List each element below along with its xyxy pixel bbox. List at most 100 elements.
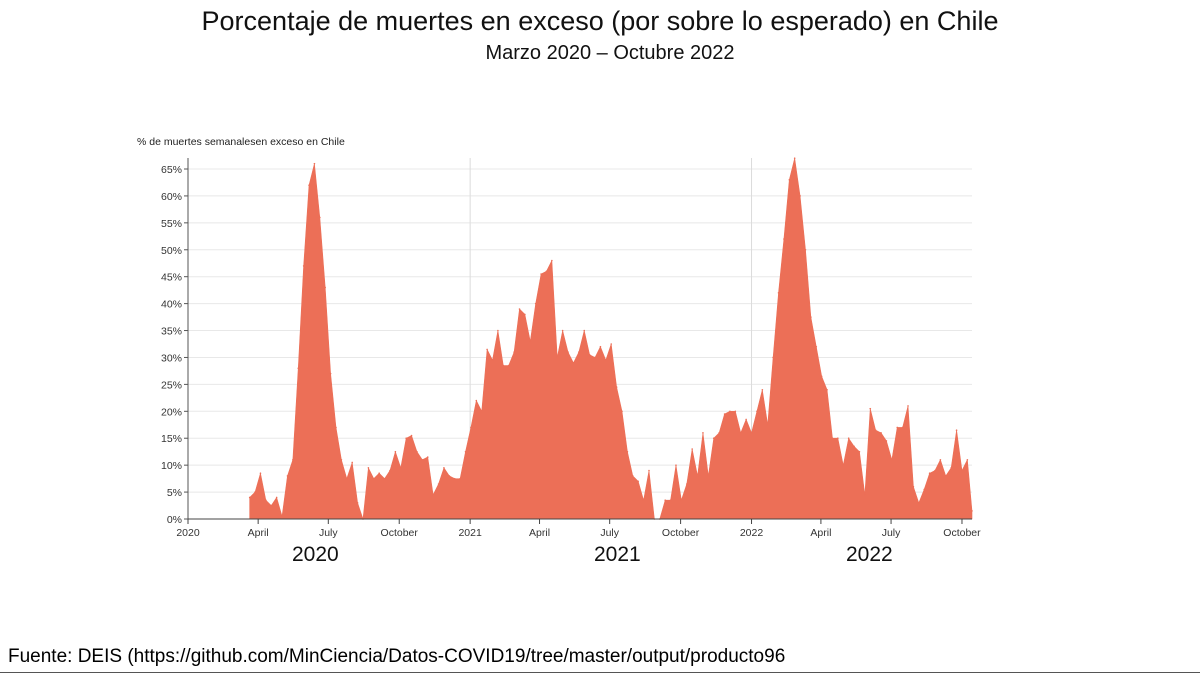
data-point (459, 477, 461, 480)
data-point (356, 502, 359, 504)
data-point (637, 480, 639, 483)
data-point (248, 496, 251, 499)
data-point (416, 450, 418, 453)
data-point (966, 458, 969, 461)
x-tick-label: 2022 (740, 527, 764, 539)
y-tick-label: 60% (161, 191, 182, 203)
data-point (944, 475, 947, 477)
data-point (470, 426, 472, 429)
data-point (696, 475, 699, 477)
data-point (621, 410, 623, 413)
source-note: Fuente: DEIS (https://github.com/MinCien… (8, 646, 786, 667)
x-tick-label: April (529, 527, 550, 539)
data-point (831, 437, 834, 440)
data-point (626, 450, 629, 453)
data-point (319, 216, 321, 219)
data-point (669, 499, 672, 501)
data-point (529, 340, 532, 343)
data-point (648, 469, 650, 472)
data-point (675, 464, 677, 466)
data-point (739, 432, 742, 434)
data-point (702, 432, 704, 434)
data-point (756, 410, 758, 413)
y-tick-label: 35% (161, 326, 182, 338)
data-point (556, 356, 559, 359)
data-point (810, 316, 812, 318)
data-point (475, 399, 478, 402)
data-point (891, 458, 893, 461)
data-point (518, 308, 521, 310)
data-point (729, 410, 731, 413)
data-point (605, 359, 607, 361)
data-point (502, 364, 505, 367)
data-point (680, 499, 683, 501)
data-point (383, 477, 386, 480)
data-point (971, 510, 973, 512)
data-point (842, 464, 845, 466)
y-tick-label: 30% (161, 352, 182, 364)
data-point (928, 472, 931, 475)
data-point (265, 499, 267, 501)
data-point (707, 475, 710, 477)
year-label-2022: 2022 (846, 543, 893, 566)
x-tick-label: 2021 (458, 527, 482, 539)
data-point (545, 270, 548, 273)
x-tick-label: October (943, 527, 981, 539)
data-point (292, 458, 294, 461)
year-label-2020: 2020 (292, 543, 339, 566)
data-point (399, 467, 402, 469)
data-point (324, 286, 327, 289)
data-point (270, 504, 273, 507)
data-point (918, 502, 920, 504)
data-point (955, 429, 958, 431)
data-point (745, 418, 747, 421)
data-point (367, 467, 370, 469)
data-point (712, 437, 715, 440)
data-point (308, 184, 310, 186)
data-point (453, 477, 456, 480)
data-point (815, 345, 818, 348)
data-point (426, 456, 429, 458)
data-point (864, 493, 866, 496)
y-tick-label: 40% (161, 299, 182, 311)
data-point (259, 472, 262, 475)
data-point (961, 469, 963, 472)
y-tick-label: 20% (161, 406, 182, 418)
data-point (788, 178, 791, 181)
data-point (793, 157, 796, 160)
data-point (783, 238, 785, 240)
data-point (588, 353, 591, 356)
data-point (761, 388, 764, 391)
data-point (346, 477, 348, 480)
data-point (551, 259, 553, 262)
data-point (513, 351, 515, 353)
data-point (820, 375, 823, 378)
data-point (432, 493, 434, 496)
data-point (507, 364, 510, 367)
data-point (880, 432, 882, 434)
x-tick-label: October (662, 527, 700, 539)
y-tick-label: 50% (161, 245, 182, 257)
y-tick-label: 25% (161, 379, 182, 391)
data-point (561, 329, 564, 332)
chart-subtitle: Marzo 2020 – Octubre 2022 (485, 42, 735, 64)
data-point (837, 437, 839, 440)
excess-deaths-area (249, 157, 973, 520)
data-point (394, 450, 397, 453)
data-point (534, 302, 537, 305)
data-point (750, 432, 753, 434)
data-point (885, 440, 888, 442)
y-tick-label: 15% (161, 433, 182, 445)
data-point (578, 351, 580, 353)
data-point (923, 488, 925, 491)
data-point (437, 483, 440, 485)
data-point (372, 477, 375, 480)
data-point (302, 265, 305, 267)
data-point (329, 372, 332, 375)
data-point (664, 499, 666, 501)
x-tick-label: April (248, 527, 269, 539)
data-point (599, 345, 602, 348)
y-tick-label: 10% (161, 460, 182, 472)
data-point (443, 467, 445, 469)
chart-title: Porcentaje de muertes en exceso (por sob… (201, 6, 999, 36)
